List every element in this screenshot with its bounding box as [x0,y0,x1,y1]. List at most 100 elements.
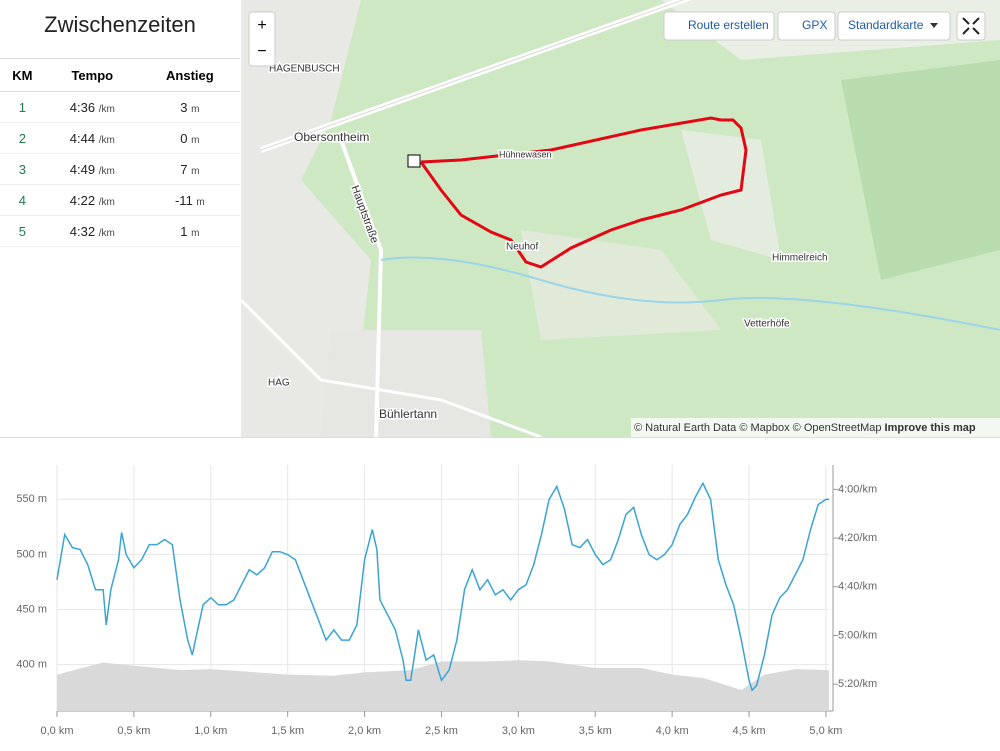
x-tick-label: 4,5 km [733,725,766,737]
climb-value: 7 [180,161,188,177]
split-climb: 1 m [139,215,240,247]
place-label: HAGENBUSCH [269,64,340,75]
split-km: 3 [0,153,45,185]
pace-value: 4:49 [69,161,96,177]
field [521,230,721,340]
climb-unit: m [191,134,200,146]
y2-tick-label: 4:20/km [838,532,877,544]
gpx-button[interactable] [777,11,836,41]
split-row: 1 4:36 /km 3 m [0,91,240,123]
chart: 400 m 450 m 500 m 550 m 0,0 km 0,5 km 1,0 km 1,… [16,465,877,737]
place-label: Vetterhöfe [744,319,790,330]
col-header: Anstieg [139,58,240,92]
resize-divider[interactable] [0,437,1000,448]
place-label: Hühnewasen [499,149,552,159]
col-header: KM [0,58,45,92]
y2-tick-label: 5:20/km [838,678,877,690]
place-label: Himmelreich [772,253,828,264]
x-tick-label: 0,5 km [117,725,150,737]
route-button[interactable] [663,11,775,41]
map-style-label[interactable]: Standardkarte [848,18,924,32]
x-tick-label: 2,5 km [425,725,458,737]
route [419,116,748,269]
col-header: Tempo [44,58,140,92]
place-label: HAG [268,378,290,389]
split-row: 4 4:22 /km -11 m [0,184,240,216]
split-pace: 4:36 /km [44,91,140,123]
y-tick-label: 400 m [16,659,47,671]
forest [841,60,1000,280]
climb-value: 1 [180,223,188,239]
x-tick-label: 1,0 km [194,725,227,737]
y-tick-label: 500 m [16,548,47,560]
split-row: 3 4:49 /km 7 m [0,153,240,185]
pace-line [56,481,829,692]
pace-unit: /km [98,227,115,239]
town-area [321,330,491,437]
split-pace: 4:49 /km [44,153,140,185]
x-tick-label: 2,0 km [348,725,381,737]
climb-unit: m [196,196,205,208]
split-pace: 4:44 /km [44,122,140,154]
x-tick-label: 3,0 km [502,725,535,737]
road [339,139,384,437]
dropdown-arrow [930,23,938,28]
climb-unit: m [191,227,200,239]
pace-unit: /km [98,134,115,146]
y-tick-label: 550 m [16,493,47,505]
split-km: 4 [0,184,45,216]
attribution-bg [631,418,1000,437]
road [241,298,542,437]
route-button-label[interactable]: Route erstellen [688,18,769,32]
split-row: 5 4:32 /km 1 m [0,215,240,247]
y2-tick-label: 4:00/km [838,483,877,495]
attribution-text: © Natural Earth Data © Mapbox © OpenStre… [634,422,881,434]
place-label: Neuhof [506,242,538,253]
split-km: 5 [0,215,45,247]
river [380,256,1000,331]
x-tick-label: 3,5 km [579,725,612,737]
split-climb: 7 m [139,153,240,185]
elevation-area [57,660,829,711]
place-label: Obersontheim [294,130,369,144]
fullscreen-button[interactable] [956,11,986,41]
climb-value: 3 [180,99,188,115]
climb-unit: m [191,165,200,177]
attribution-link[interactable]: Improve this map [885,422,976,434]
split-climb: 3 m [139,91,240,123]
pace-value: 4:22 [69,192,96,208]
y-tick-label: 450 m [16,603,47,615]
gpx-button-label[interactable]: GPX [802,18,827,32]
zoom-in[interactable]: + [257,17,266,34]
fullscreen-icon [962,17,980,35]
split-pace: 4:32 /km [44,215,140,247]
climb-unit: m [191,103,200,115]
pace-unit: /km [98,103,115,115]
road-edge [260,0,685,151]
zoom-control [248,11,276,67]
climb-value: 0 [180,130,188,146]
start-marker [407,154,421,168]
climb-value: -11 [174,192,193,208]
x-tick-label: 4,0 km [656,725,689,737]
pace-unit: /km [98,196,115,208]
map-style-button[interactable] [837,11,951,41]
splits-table: KM Tempo Anstieg 1 4:36 /km 3 m 2 4:44 /km 0 … [0,58,240,247]
pace-value: 4:36 [69,99,96,115]
split-row: 2 4:44 /km 0 m [0,122,240,154]
map[interactable]: HAGENBUSCHObersontheimHauptstraßeHühnewa… [241,0,1000,437]
x-tick-label: 0,0 km [40,725,73,737]
pace-unit: /km [98,165,115,177]
splits-title: Zwischenzeiten [44,12,196,37]
place-label: Bühlertann [379,407,437,421]
attribution[interactable]: © Natural Earth Data © Mapbox © OpenStre… [634,422,976,434]
split-climb: -11 m [139,184,240,216]
splits-panel: Zwischenzeiten KM Tempo Anstieg 1 4:36 /k… [0,0,240,437]
y2-tick-label: 5:00/km [838,629,877,641]
zoom-out[interactable]: − [257,43,266,60]
x-tick-label: 5,0 km [809,725,842,737]
y2-tick-label: 4:40/km [838,581,877,593]
pace-value: 4:32 [69,223,96,239]
pace-value: 4:44 [69,130,96,146]
